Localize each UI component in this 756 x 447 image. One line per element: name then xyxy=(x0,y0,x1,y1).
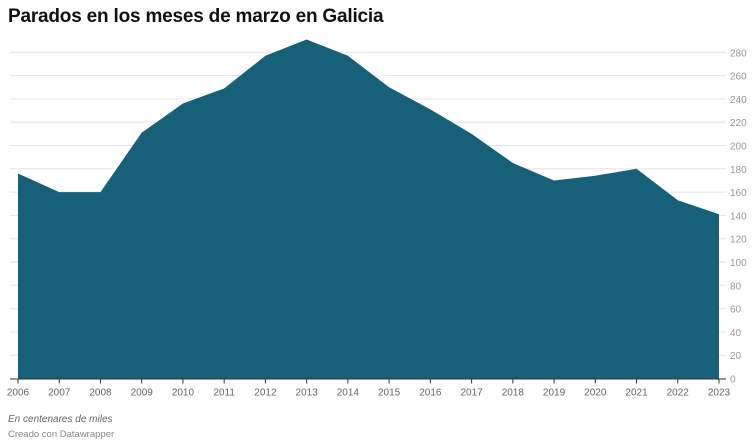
y-tick-label: 240 xyxy=(730,95,747,106)
y-tick-label: 20 xyxy=(730,351,742,362)
x-tick-label: 2019 xyxy=(543,388,566,399)
y-tick-label: 180 xyxy=(730,165,747,176)
y-tick-label: 280 xyxy=(730,48,747,59)
chart-note: En centenares de miles xyxy=(8,414,113,425)
x-tick-label: 2007 xyxy=(48,388,71,399)
x-tick-label: 2014 xyxy=(337,388,360,399)
x-tick-label: 2018 xyxy=(502,388,525,399)
x-tick-label: 2015 xyxy=(378,388,401,399)
y-tick-label: 200 xyxy=(730,142,747,153)
x-tick-label: 2016 xyxy=(419,388,442,399)
x-tick-label: 2010 xyxy=(172,388,195,399)
y-tick-label: 160 xyxy=(730,188,747,199)
y-tick-label: 100 xyxy=(730,258,747,269)
x-tick-label: 2011 xyxy=(213,388,235,399)
x-tick-label: 2012 xyxy=(254,388,277,399)
x-tick-label: 2017 xyxy=(460,388,483,399)
y-tick-label: 260 xyxy=(730,72,747,83)
x-tick-label: 2021 xyxy=(625,388,648,399)
x-tick-label: 2020 xyxy=(584,388,607,399)
x-tick-label: 2022 xyxy=(667,388,690,399)
y-tick-label: 80 xyxy=(730,281,742,292)
chart-credit: Creado con Datawrapper xyxy=(8,429,115,440)
chart-title: Parados en los meses de marzo en Galicia xyxy=(8,6,384,27)
area-series xyxy=(18,39,719,379)
y-tick-label: 140 xyxy=(730,211,747,222)
y-tick-label: 220 xyxy=(730,118,747,129)
x-tick-label: 2009 xyxy=(131,388,154,399)
x-tick-label: 2006 xyxy=(7,388,30,399)
y-tick-label: 60 xyxy=(730,305,742,316)
y-tick-label: 40 xyxy=(730,328,742,339)
x-tick-label: 2023 xyxy=(708,388,731,399)
x-tick-label: 2008 xyxy=(89,388,112,399)
y-tick-label: 120 xyxy=(730,235,747,246)
y-tick-label: 0 xyxy=(730,375,736,386)
x-tick-label: 2013 xyxy=(296,388,319,399)
